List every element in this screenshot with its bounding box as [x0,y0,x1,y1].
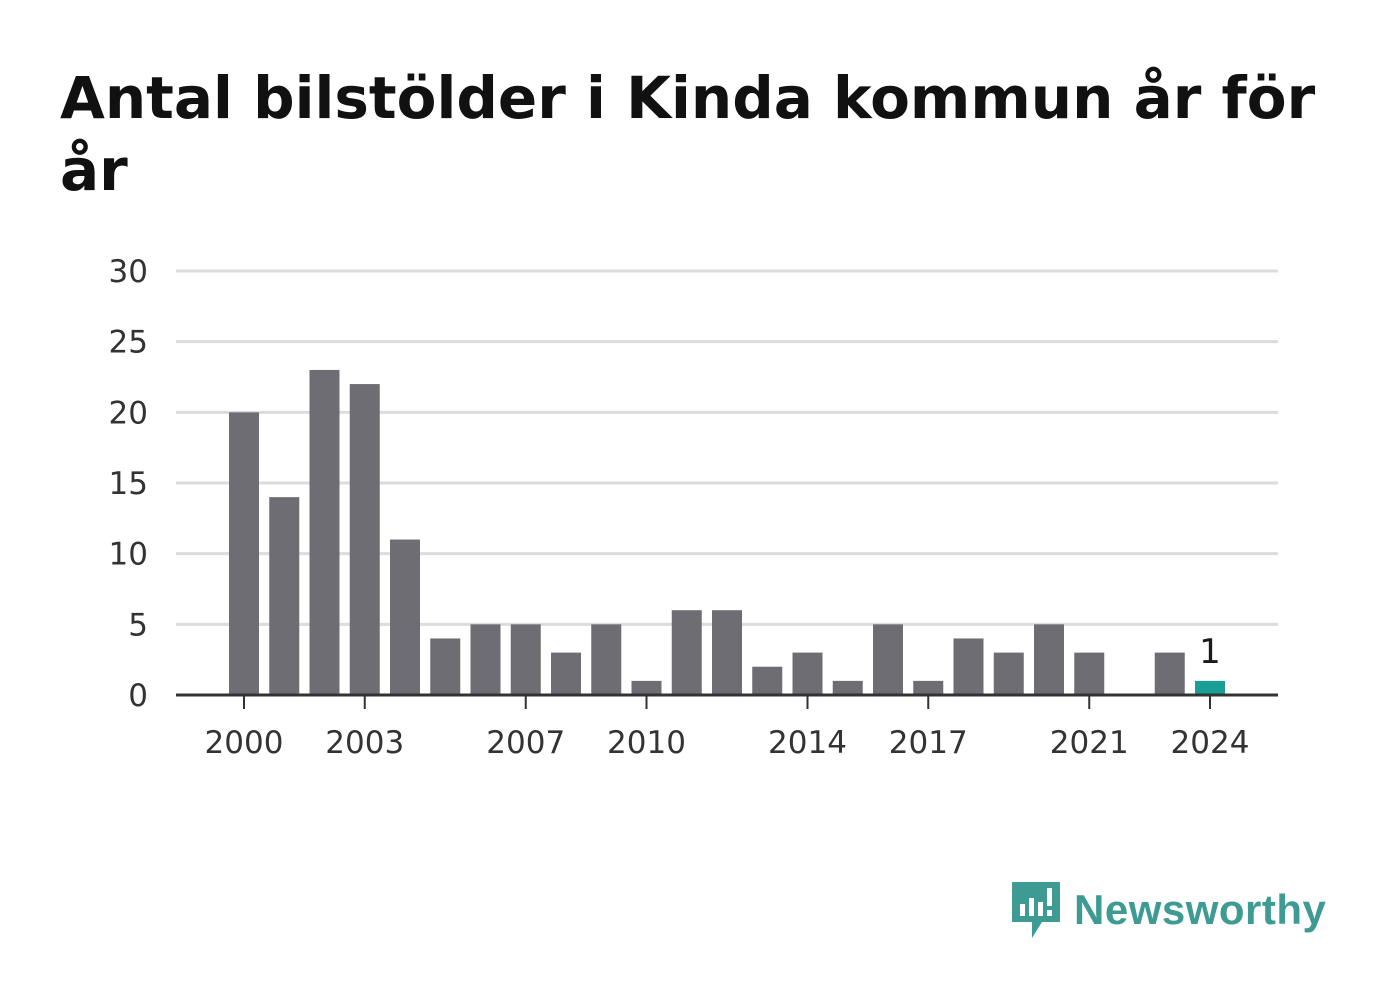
bar-2007 [510,624,541,695]
x-tick-label: 2010 [607,725,686,761]
bar-2002 [309,369,340,695]
bar-2016 [873,624,903,695]
y-tick-label: 30 [109,254,148,290]
x-tick-label: 2021 [1050,725,1129,761]
bar-2006 [470,624,501,695]
newsworthy-logo-icon [1012,882,1060,938]
y-tick-label: 20 [109,395,148,431]
bar-2008 [551,652,581,695]
y-axis-ticks: 0 5 10 15 20 25 30 [109,254,148,714]
x-tick-label: 2007 [486,725,565,761]
bar-2024 [1195,680,1225,695]
x-tick-label: 2017 [889,725,968,761]
bar-2000 [229,412,259,695]
bar-2013 [752,666,783,695]
y-tick-label: 25 [109,325,148,361]
brand-name: Newsworthy [1074,886,1327,933]
bar-2014 [792,652,823,695]
data-label: 1 [1199,632,1221,672]
bar-2020 [1034,624,1064,695]
bar-2023 [1154,652,1185,695]
x-tick-label: 2014 [768,725,847,761]
bar-2001 [269,497,300,695]
bar-2019 [993,652,1024,695]
data-labels: 1 [1199,632,1221,672]
bar-2005 [430,638,461,695]
newsworthy-logo: Newsworthy [1010,878,1326,942]
y-tick-label: 5 [128,607,148,643]
bar-2017 [913,680,944,695]
bar-2015 [832,680,863,695]
grid-lines [176,269,1278,626]
y-tick-label: 0 [128,678,148,714]
x-tick-label: 2000 [205,725,284,761]
bar-2018 [953,638,984,695]
x-tick-label: 2003 [325,725,404,761]
bar-2021 [1074,652,1105,695]
bar-2010 [631,680,662,695]
bar-2012 [712,610,742,695]
y-tick-label: 15 [109,466,148,502]
bar-2003 [349,384,380,695]
bar-2011 [671,610,702,695]
chart-title: Antal bilstölder i Kinda kommun år för å… [60,64,1316,204]
x-tick-label: 2024 [1171,725,1250,761]
bar-2009 [591,624,622,695]
bar-2004 [390,539,420,695]
y-tick-label: 10 [109,537,148,573]
x-axis: 2000 2003 2007 2010 2014 2017 2021 2024 [176,693,1278,761]
bars [229,369,1225,695]
